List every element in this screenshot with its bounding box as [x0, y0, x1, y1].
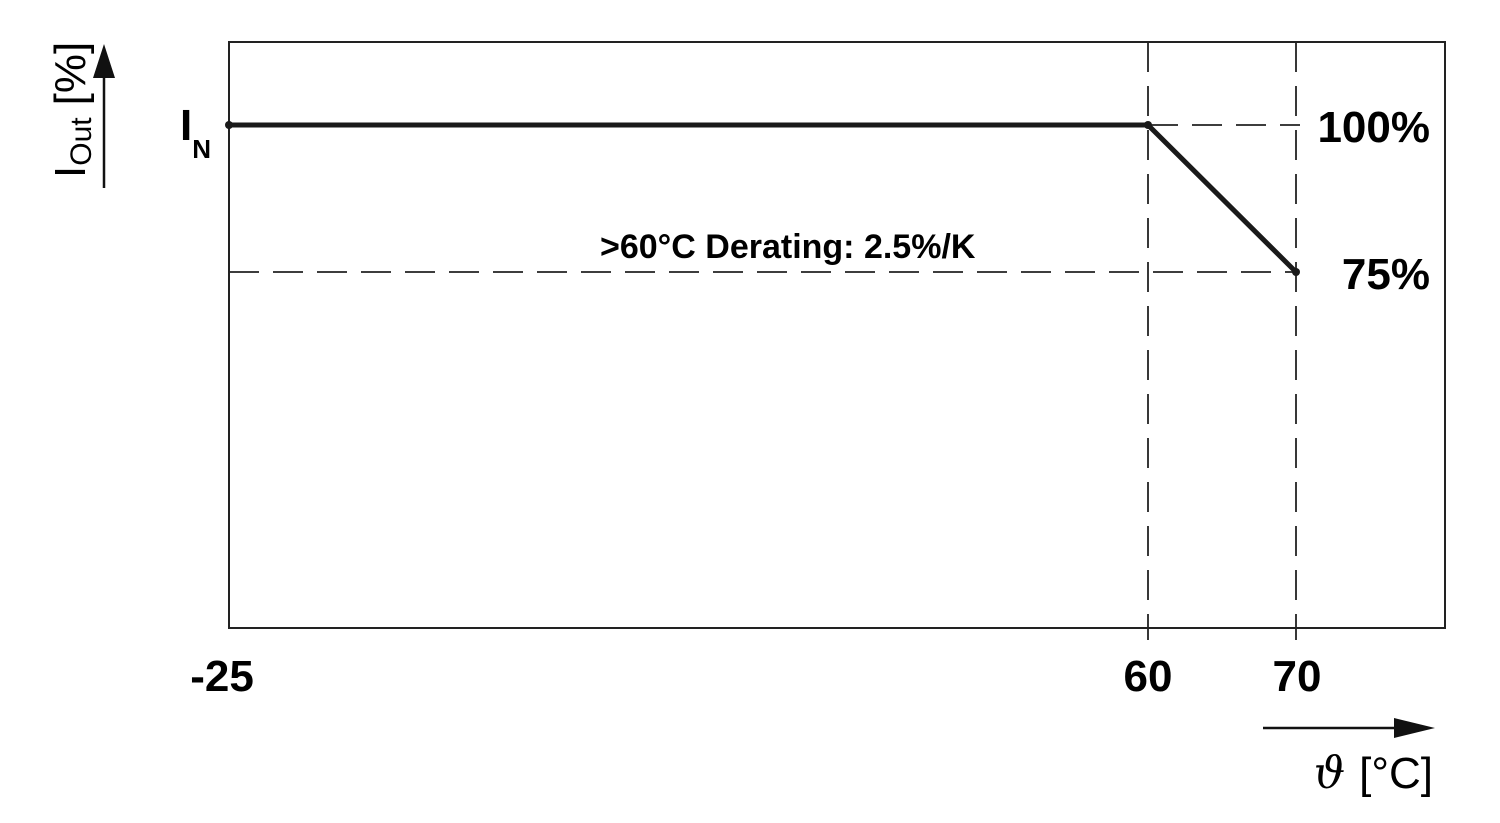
plot-frame — [228, 41, 1446, 629]
y-label-sub: Out — [65, 117, 98, 166]
x-tick-label: -25 — [190, 652, 254, 701]
label-100-percent: 100% — [1317, 103, 1430, 152]
data-point — [1144, 121, 1152, 129]
x-tick-label: 60 — [1124, 652, 1173, 701]
data-point — [225, 121, 233, 129]
x-axis-arrow — [1263, 718, 1435, 738]
derating-annotation: >60°C Derating: 2.5%/K — [600, 228, 976, 266]
x-axis-label: ϑ [°C] — [1314, 748, 1433, 799]
svg-text:IOut[%]: IOut [%] — [46, 42, 98, 178]
y-axis-label: IOut [%] — [46, 42, 98, 178]
y-label-unit: [%] — [46, 42, 95, 106]
label-75-percent: 75% — [1342, 250, 1430, 299]
y-marker-label: IN — [180, 101, 211, 164]
y-label-main: I — [46, 166, 95, 178]
x-tick-label: 70 — [1273, 652, 1322, 701]
y-axis-arrow — [93, 44, 115, 188]
data-point — [1292, 268, 1300, 276]
